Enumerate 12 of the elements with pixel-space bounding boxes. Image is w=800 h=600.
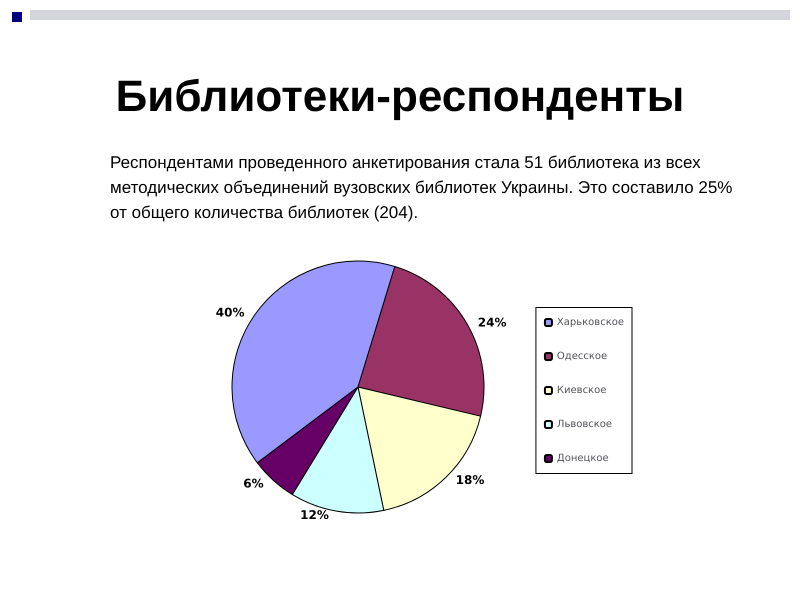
data-label: 18% <box>456 473 484 488</box>
chart-title: Библиотеки-респонденты <box>114 72 686 122</box>
legend-label: Донецкое <box>556 453 609 464</box>
legend-label: Киевское <box>556 385 606 396</box>
data-label: 24% <box>478 315 507 330</box>
legend-label: Одесское <box>556 351 608 362</box>
legend-label: Харьковское <box>556 317 624 328</box>
data-label: 12% <box>300 508 329 522</box>
data-label: 40% <box>216 305 245 320</box>
data-label: 6% <box>243 476 264 490</box>
legend-label: Львовское <box>556 419 612 430</box>
chart-subtitle: Респондентами проведенного анкетирования стала 51 библиотека из всех методических объединений вузовских библиотек Украины. Это составило 25% от общего количества библиотек (204). <box>110 152 734 224</box>
